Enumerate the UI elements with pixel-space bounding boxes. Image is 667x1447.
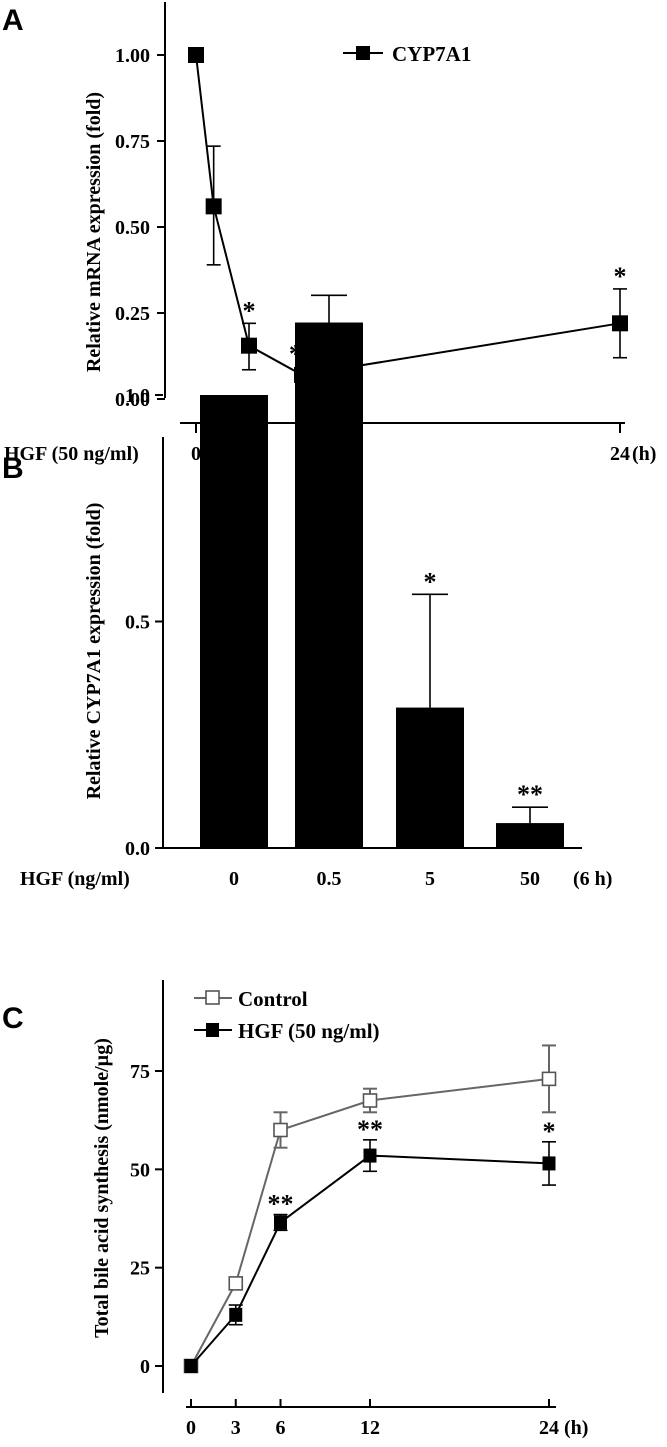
panel-b-bars: 0 0.5 * 5 ** 50 (200, 294, 564, 890)
panel-a-significance-mark: * (614, 262, 627, 291)
panel-a-data-point (188, 47, 204, 63)
panel-a-y-tick-label: 0.00 (115, 389, 150, 411)
panel-c-significance-mark: ** (268, 1190, 294, 1219)
panel-b-x-tick-label: 5 (425, 868, 435, 890)
panel-letter-a: A (2, 4, 24, 37)
panel-c-series-line (190, 1154, 550, 1367)
panel-b-y-ticks: 1.0 0.5 0.0 (125, 385, 163, 860)
panel-c-x-tick-label: 24 (539, 1417, 559, 1439)
panel-c-data-point-control (541, 1071, 557, 1087)
panel-b-y-tick-label: 1.0 (125, 385, 150, 407)
panel-a-data-point (241, 337, 257, 354)
panel-b-x-heading: HGF (ng/ml) (20, 868, 130, 890)
panel-c-y-tick-label: 0 (140, 1356, 150, 1378)
panel-a-y-ticks: 1.00 0.75 0.50 0.25 0.00 (115, 45, 165, 411)
panel-c-data-point-hgf (229, 1307, 243, 1322)
panel-c-legend-label-control: Control (238, 987, 308, 1011)
panel-a-data-point (612, 315, 628, 332)
panel-letter-b: B (2, 452, 24, 485)
panel-a-y-tick-label: 1.00 (115, 45, 150, 67)
panel-c-x-tick-label: 6 (276, 1417, 286, 1439)
panel-c-legend-marker-control (205, 990, 220, 1005)
panel-b-bar (295, 322, 363, 848)
panel-b-y-tick-label: 0.0 (125, 838, 150, 860)
panel-c-y-tick-label: 50 (130, 1159, 150, 1181)
panel-c-data-point-hgf (274, 1215, 287, 1230)
panel-c-data-point-control (228, 1276, 244, 1291)
panel-b-x-tick-label: 50 (520, 868, 540, 890)
panel-c-significance-mark: ** (357, 1115, 383, 1144)
panel-c-y-axis-label: Total bile acid synthesis (nmole/µg) (91, 1038, 113, 1338)
panel-b-y-tick-label: 0.5 (125, 612, 150, 634)
panel-a-y-tick-label: 0.75 (115, 131, 150, 153)
panel-a-y-tick-label: 0.25 (115, 303, 150, 325)
panel-c-x-unit: (h) (564, 1417, 588, 1439)
panel-c-data-point-control (362, 1093, 378, 1108)
panel-c-chart: Total bile acid synthesis (nmole/µg) 75 5… (91, 980, 588, 1439)
panel-a-x-heading: HGF (50 ng/ml) (4, 443, 139, 465)
panel-c-legend-marker-hgf (206, 1023, 219, 1037)
panel-c-significance-mark: * (543, 1117, 556, 1146)
panel-b-y-axis-label: Relative CYP7A1 expression (fold) (83, 503, 105, 800)
panel-a-series-line (195, 54, 621, 376)
panel-c-plot-area: **** * (183, 1044, 557, 1374)
panel-b-significance-mark: ** (517, 780, 543, 809)
panel-a-y-tick-label: 0.50 (115, 217, 150, 239)
panel-b-bar (496, 823, 564, 848)
panel-a-x-tick-label: 24 (610, 443, 630, 465)
panel-a-chart: Relative mRNA expression (fold) 1.000.75… (4, 2, 656, 465)
panel-letter-c: C (2, 1002, 24, 1035)
panel-a-legend-marker (356, 46, 370, 60)
panel-a-legend-label: CYP7A1 (392, 42, 471, 66)
panel-a-significance-mark: * (243, 296, 256, 325)
panel-c-data-point-control (273, 1122, 288, 1138)
panel-c-y-tick-label: 25 (130, 1258, 150, 1280)
panel-a-x-unit: (h) (632, 443, 656, 465)
panel-b-x-unit: (6 h) (573, 868, 612, 890)
panel-b-x-tick-label: 0 (229, 868, 239, 890)
panel-c-data-point-hgf (542, 1156, 556, 1171)
panel-b-bar (396, 707, 464, 848)
panel-b-chart: Relative CYP7A1 expression (fold) 1.0 0.5… (20, 294, 612, 890)
panel-c-data-point-hgf (184, 1359, 198, 1373)
panel-c-y-tick-label: 75 (130, 1061, 150, 1083)
panel-c-x-tick-label: 0 (186, 1417, 196, 1439)
panel-a-x-tick-label: 0 (191, 443, 201, 465)
panel-b-significance-mark: * (424, 567, 437, 596)
panel-a-data-point (205, 198, 222, 215)
panel-c-x-tick-label: 3 (231, 1417, 241, 1439)
panel-c-legend: Control HGF (50 ng/ml) (194, 987, 380, 1043)
panel-c-y-ticks: 75 50 25 0 (130, 1061, 163, 1378)
panel-a-plot-area: **** (188, 47, 628, 385)
panel-a-y-axis-label: Relative mRNA expression (fold) (83, 92, 105, 372)
panel-c-x-tick-label: 12 (360, 1417, 380, 1439)
panel-c-data-point-hgf (363, 1148, 377, 1163)
panel-b-x-tick-label: 0.5 (317, 868, 342, 890)
panel-c-x-axis: 0 3 6 12 24 (186, 1399, 559, 1439)
panel-b-bar (200, 395, 268, 848)
panel-a-legend: CYP7A1 (343, 42, 471, 66)
panel-c-legend-label-hgf: HGF (50 ng/ml) (238, 1019, 380, 1043)
